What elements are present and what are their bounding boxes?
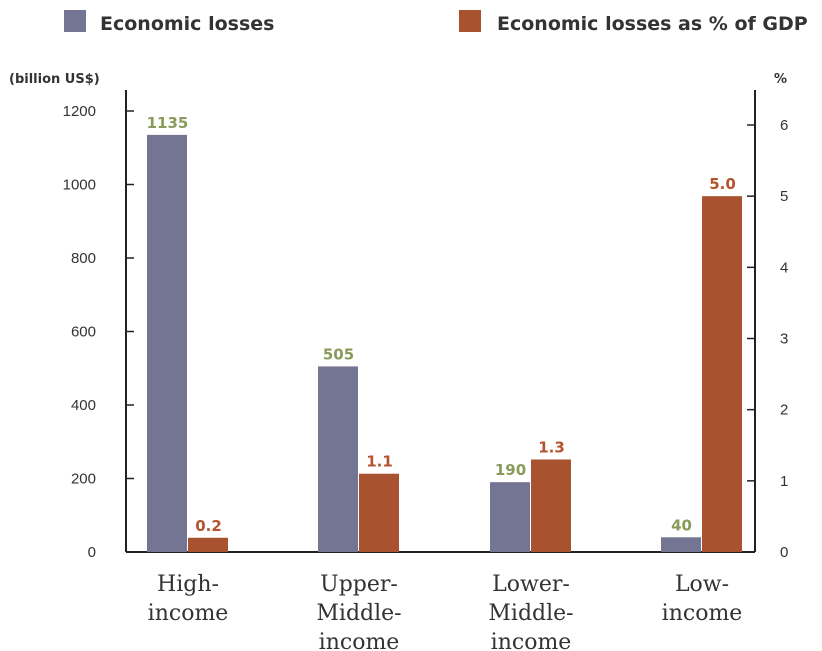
category-label: Upper- bbox=[320, 572, 398, 597]
bar-1 bbox=[318, 366, 358, 552]
bar-1 bbox=[661, 537, 701, 552]
data-label: 1.1 bbox=[366, 453, 393, 471]
data-label: 1135 bbox=[147, 114, 189, 132]
left-tick-label: 800 bbox=[71, 250, 96, 267]
bar-1 bbox=[490, 482, 530, 552]
bars bbox=[147, 134, 742, 552]
right-axis-unit: % bbox=[774, 72, 787, 87]
category-label: High- bbox=[157, 572, 219, 597]
category-labels: High-income Upper- Middle-income Lower- Midd… bbox=[148, 572, 743, 651]
right-tick-label: 6 bbox=[780, 117, 788, 134]
data-label: 1.3 bbox=[538, 438, 565, 456]
left-axis-unit: (billion US$) bbox=[9, 72, 100, 87]
right-tick-label: 0 bbox=[780, 544, 788, 561]
category-label: income bbox=[491, 630, 572, 651]
data-labels: 1135 0.2 505 1.1 190 1.3 40 5.0 bbox=[147, 114, 736, 535]
data-label: 505 bbox=[323, 345, 354, 363]
legend-swatch-2 bbox=[459, 10, 481, 32]
bar-2 bbox=[188, 537, 228, 552]
legend-swatch-1 bbox=[64, 10, 86, 32]
bar-2 bbox=[702, 196, 742, 552]
right-tick-label: 5 bbox=[780, 188, 788, 205]
category-label: Middle- bbox=[488, 601, 573, 626]
right-tick-label: 2 bbox=[780, 402, 788, 419]
category-label: income bbox=[148, 601, 229, 626]
bar-1 bbox=[147, 134, 187, 552]
legend-label-2: Economic losses as % of GDP bbox=[497, 13, 808, 35]
data-label: 190 bbox=[495, 461, 526, 479]
legend-label-1: Economic losses bbox=[100, 13, 274, 35]
right-tick-label: 3 bbox=[780, 331, 788, 348]
left-tick-label: 0 bbox=[88, 544, 96, 561]
data-label: 40 bbox=[671, 516, 692, 534]
right-tick-label: 1 bbox=[780, 473, 788, 490]
category-label: Lower- bbox=[492, 572, 570, 597]
left-tick-label: 1000 bbox=[63, 177, 96, 194]
left-axis: (billion US$) 0 200 400 600 800 1000 1200 bbox=[9, 72, 755, 561]
data-label: 5.0 bbox=[709, 175, 736, 193]
data-label: 0.2 bbox=[195, 517, 222, 535]
bar-2 bbox=[531, 459, 571, 552]
left-tick-label: 400 bbox=[71, 397, 96, 414]
legend: Economic losses Economic losses as % of G… bbox=[64, 10, 808, 35]
category-label: Middle- bbox=[316, 601, 401, 626]
bar-2 bbox=[359, 473, 399, 552]
category-label: income bbox=[662, 601, 743, 626]
left-tick-label: 1200 bbox=[63, 103, 96, 120]
left-tick-label: 200 bbox=[71, 471, 96, 488]
category-label: Low- bbox=[675, 572, 729, 597]
right-tick-label: 4 bbox=[780, 259, 788, 276]
right-axis: % 0 1 2 3 4 5 6 bbox=[747, 72, 788, 561]
left-tick-label: 600 bbox=[71, 324, 96, 341]
category-label: income bbox=[319, 630, 400, 651]
